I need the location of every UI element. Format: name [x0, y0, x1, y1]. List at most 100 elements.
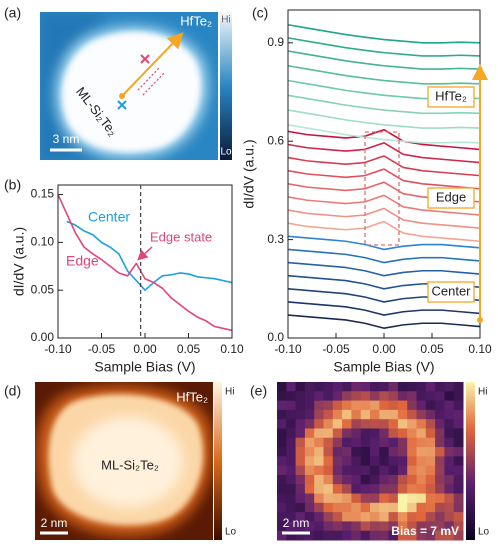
map-pixel: [295, 391, 306, 402]
map-pixel: [314, 382, 324, 392]
map-pixel: [370, 447, 380, 457]
map-pixel: [277, 521, 287, 532]
map-pixel: [435, 428, 445, 439]
map-pixel: [332, 493, 343, 504]
map-pixel: [425, 512, 436, 522]
scale-bar-label: 3 nm: [53, 132, 80, 146]
map-pixel: [407, 391, 417, 402]
map-pixel: [416, 484, 427, 495]
map-pixel: [342, 456, 352, 467]
map-pixel: [435, 465, 445, 476]
map-pixel: [314, 456, 324, 467]
map-pixel: [277, 447, 287, 457]
map-pixel: [388, 382, 399, 392]
map-pixel: [351, 456, 362, 467]
map-pixel: [388, 428, 399, 439]
map-pixel: [444, 456, 455, 467]
map-pixel: [332, 419, 343, 429]
map-pixel: [360, 437, 371, 448]
panel-label: (d): [4, 383, 21, 399]
map-pixel: [407, 521, 417, 532]
map-pixel: [360, 512, 371, 522]
map-pixel: [332, 456, 343, 467]
map-pixel: [453, 484, 464, 495]
map-pixel: [277, 428, 287, 439]
map-pixel: [388, 419, 399, 429]
y-tick-label: 0.15: [31, 187, 55, 201]
map-pixel: [286, 474, 297, 485]
map-pixel: [286, 512, 297, 522]
series-line: [287, 314, 481, 329]
map-pixel: [444, 409, 455, 420]
series-line: [287, 37, 481, 57]
colorbar-low: Lo: [478, 527, 490, 538]
annotation-box: [427, 86, 475, 108]
series-label: Center: [88, 209, 130, 225]
y-tick-label: 0.3: [267, 232, 284, 246]
map-pixel: [277, 400, 287, 411]
map-pixel: [370, 456, 380, 467]
map-pixel: [379, 419, 390, 429]
map-pixel: [453, 391, 464, 402]
map-pixel: [453, 409, 464, 420]
map-pixel: [304, 428, 315, 439]
map-pixel: [370, 382, 380, 392]
map-pixel: [314, 437, 324, 448]
map-pixel: [379, 456, 390, 467]
map-pixel: [407, 493, 417, 504]
map-pixel: [304, 465, 315, 476]
conductance-map: [277, 382, 464, 541]
map-pixel: [370, 502, 380, 513]
map-pixel: [342, 530, 352, 541]
series-line: [287, 207, 481, 229]
map-pixel: [342, 400, 352, 411]
y-axis-label: dI/dV (a.u.): [241, 139, 257, 208]
map-pixel: [351, 493, 362, 504]
map-pixel: [425, 502, 436, 513]
map-pixel: [388, 502, 399, 513]
map-pixel: [397, 502, 408, 513]
map-pixel: [397, 447, 408, 457]
y-tick-label: 0.9: [267, 35, 284, 49]
series-line: [287, 128, 481, 151]
panel-label: (b): [4, 177, 21, 193]
map-pixel: [388, 484, 399, 495]
x-tick-label: -0.10: [44, 342, 72, 356]
map-pixel: [453, 502, 464, 513]
map-pixel: [314, 502, 324, 513]
map-pixel: [397, 521, 408, 532]
map-pixel: [323, 409, 334, 420]
map-pixel: [425, 484, 436, 495]
map-pixel: [314, 391, 324, 402]
map-pixel: [342, 447, 352, 457]
map-pixel: [425, 409, 436, 420]
map-pixel: [286, 428, 297, 439]
map-pixel: [286, 456, 297, 467]
map-pixel: [314, 474, 324, 485]
map-pixel: [351, 530, 362, 541]
y-tick-label: 0.0: [267, 330, 284, 344]
map-pixel: [416, 382, 427, 392]
map-pixel: [351, 382, 362, 392]
stm-image: [40, 12, 218, 160]
map-pixel: [416, 391, 427, 402]
annotation: Edge state: [150, 229, 212, 244]
map-pixel: [425, 456, 436, 467]
map-pixel: [332, 474, 343, 485]
map-pixel: [397, 530, 408, 541]
map-pixel: [314, 419, 324, 429]
map-pixel: [277, 409, 287, 420]
map-pixel: [342, 382, 352, 392]
map-pixel: [416, 400, 427, 411]
map-pixel: [351, 502, 362, 513]
map-pixel: [295, 428, 306, 439]
series-line: [287, 109, 481, 129]
map-pixel: [370, 512, 380, 522]
map-pixel: [351, 521, 362, 532]
map-pixel: [314, 484, 324, 495]
map-pixel: [295, 521, 306, 532]
map-pixel: [407, 502, 417, 513]
map-pixel: [286, 382, 297, 392]
map-pixel: [342, 512, 352, 522]
highlight-box: [364, 131, 400, 246]
